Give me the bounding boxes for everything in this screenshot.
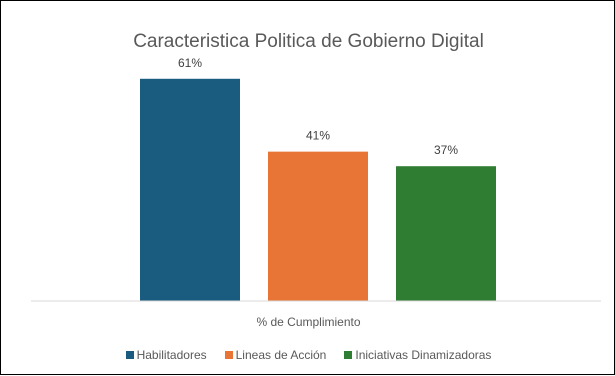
legend-label-iniciativas-dinamizadoras: Iniciativas Dinamizadoras: [355, 348, 492, 362]
bar-lineas-de-accion: [268, 151, 368, 301]
legend-swatch-habilitadores: [125, 351, 134, 359]
data-labels-layer: 61% 41% 37%: [178, 56, 458, 157]
chart-title: Caracteristica Politica de Gobierno Digi…: [133, 31, 484, 52]
bar-habilitadores: [140, 78, 240, 302]
bars-layer: [140, 78, 496, 302]
legend-label-habilitadores: Habilitadores: [136, 348, 207, 362]
x-axis-label: % de Cumplimiento: [256, 315, 361, 329]
data-label-iniciativas-dinamizadoras: 37%: [434, 143, 458, 157]
legend-item-iniciativas-dinamizadoras: Iniciativas Dinamizadoras: [344, 348, 491, 362]
legend-label-lineas-de-accion: Lineas de Acción: [235, 348, 327, 362]
legend: Habilitadores Lineas de Acción Iniciativ…: [1, 348, 615, 362]
legend-swatch-lineas-de-accion: [224, 351, 233, 359]
data-label-lineas-de-accion: 41%: [306, 129, 330, 143]
legend-item-lineas-de-accion: Lineas de Acción: [224, 348, 327, 362]
data-label-habilitadores: 61%: [178, 56, 202, 70]
legend-swatch-iniciativas-dinamizadoras: [344, 351, 353, 359]
legend-item-habilitadores: Habilitadores: [125, 348, 207, 362]
bar-iniciativas-dinamizadoras: [396, 166, 496, 301]
